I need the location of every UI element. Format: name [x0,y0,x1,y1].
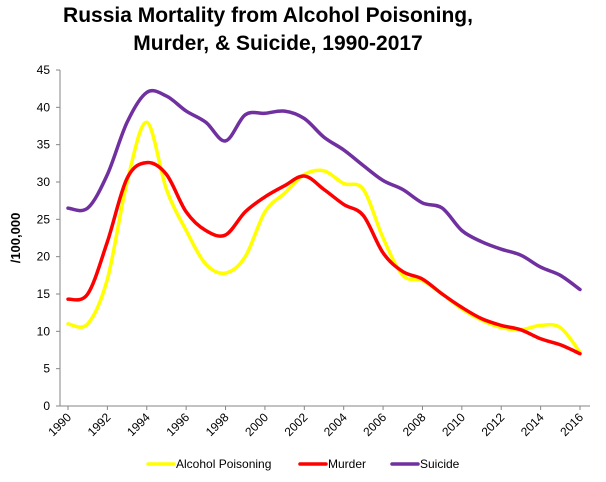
chart-title-line-1: Russia Mortality from Alcohol Poisoning, [63,4,473,27]
x-tick-label: 2008 [400,410,429,439]
y-tick-label: 30 [37,175,51,189]
y-tick-label: 40 [37,100,51,114]
y-axis-label: /100,000 [8,213,23,264]
x-tick-label: 2006 [360,410,389,439]
series-line-suicide [66,88,582,292]
x-tick-label: 2016 [557,410,586,439]
y-tick-label: 35 [37,138,51,152]
x-tick-label: 1996 [163,410,192,439]
y-tick-label: 15 [37,287,51,301]
y-axis-ticks: 0 5 10 15 20 25 30 35 40 45 [37,63,60,413]
y-tick-label: 20 [37,250,51,264]
x-tick-label: 1998 [203,410,232,439]
y-tick-label: 10 [37,324,51,338]
x-axis-ticks: 1990 1992 1994 1996 1998 2000 2002 2004 2006 2008… [45,406,586,439]
x-tick-label: 1992 [85,410,114,439]
series-line-alcohol-poisoning [66,120,582,354]
x-tick-label: 1994 [124,410,153,439]
x-tick-label: 2004 [321,410,350,439]
y-tick-label: 45 [37,63,51,77]
legend: Alcohol Poisoning Murder Suicide [146,457,460,471]
series-line-murder [66,160,582,356]
y-tick-label: 5 [43,362,50,376]
y-tick-label: 25 [37,212,51,226]
y-tick-label: 0 [43,399,50,413]
x-tick-label: 1990 [45,410,74,439]
legend-label-murder: Murder [328,457,366,471]
x-tick-label: 2014 [518,410,547,439]
x-tick-label: 2002 [282,410,311,439]
x-tick-label: 2010 [439,410,468,439]
x-tick-label: 2012 [479,410,508,439]
chart-title-line-2: Murder, & Suicide, 1990-2017 [133,32,422,55]
x-tick-label: 2000 [242,410,271,439]
legend-label-alcohol-poisoning: Alcohol Poisoning [176,457,271,471]
series-lines [66,88,582,356]
legend-label-suicide: Suicide [420,457,460,471]
